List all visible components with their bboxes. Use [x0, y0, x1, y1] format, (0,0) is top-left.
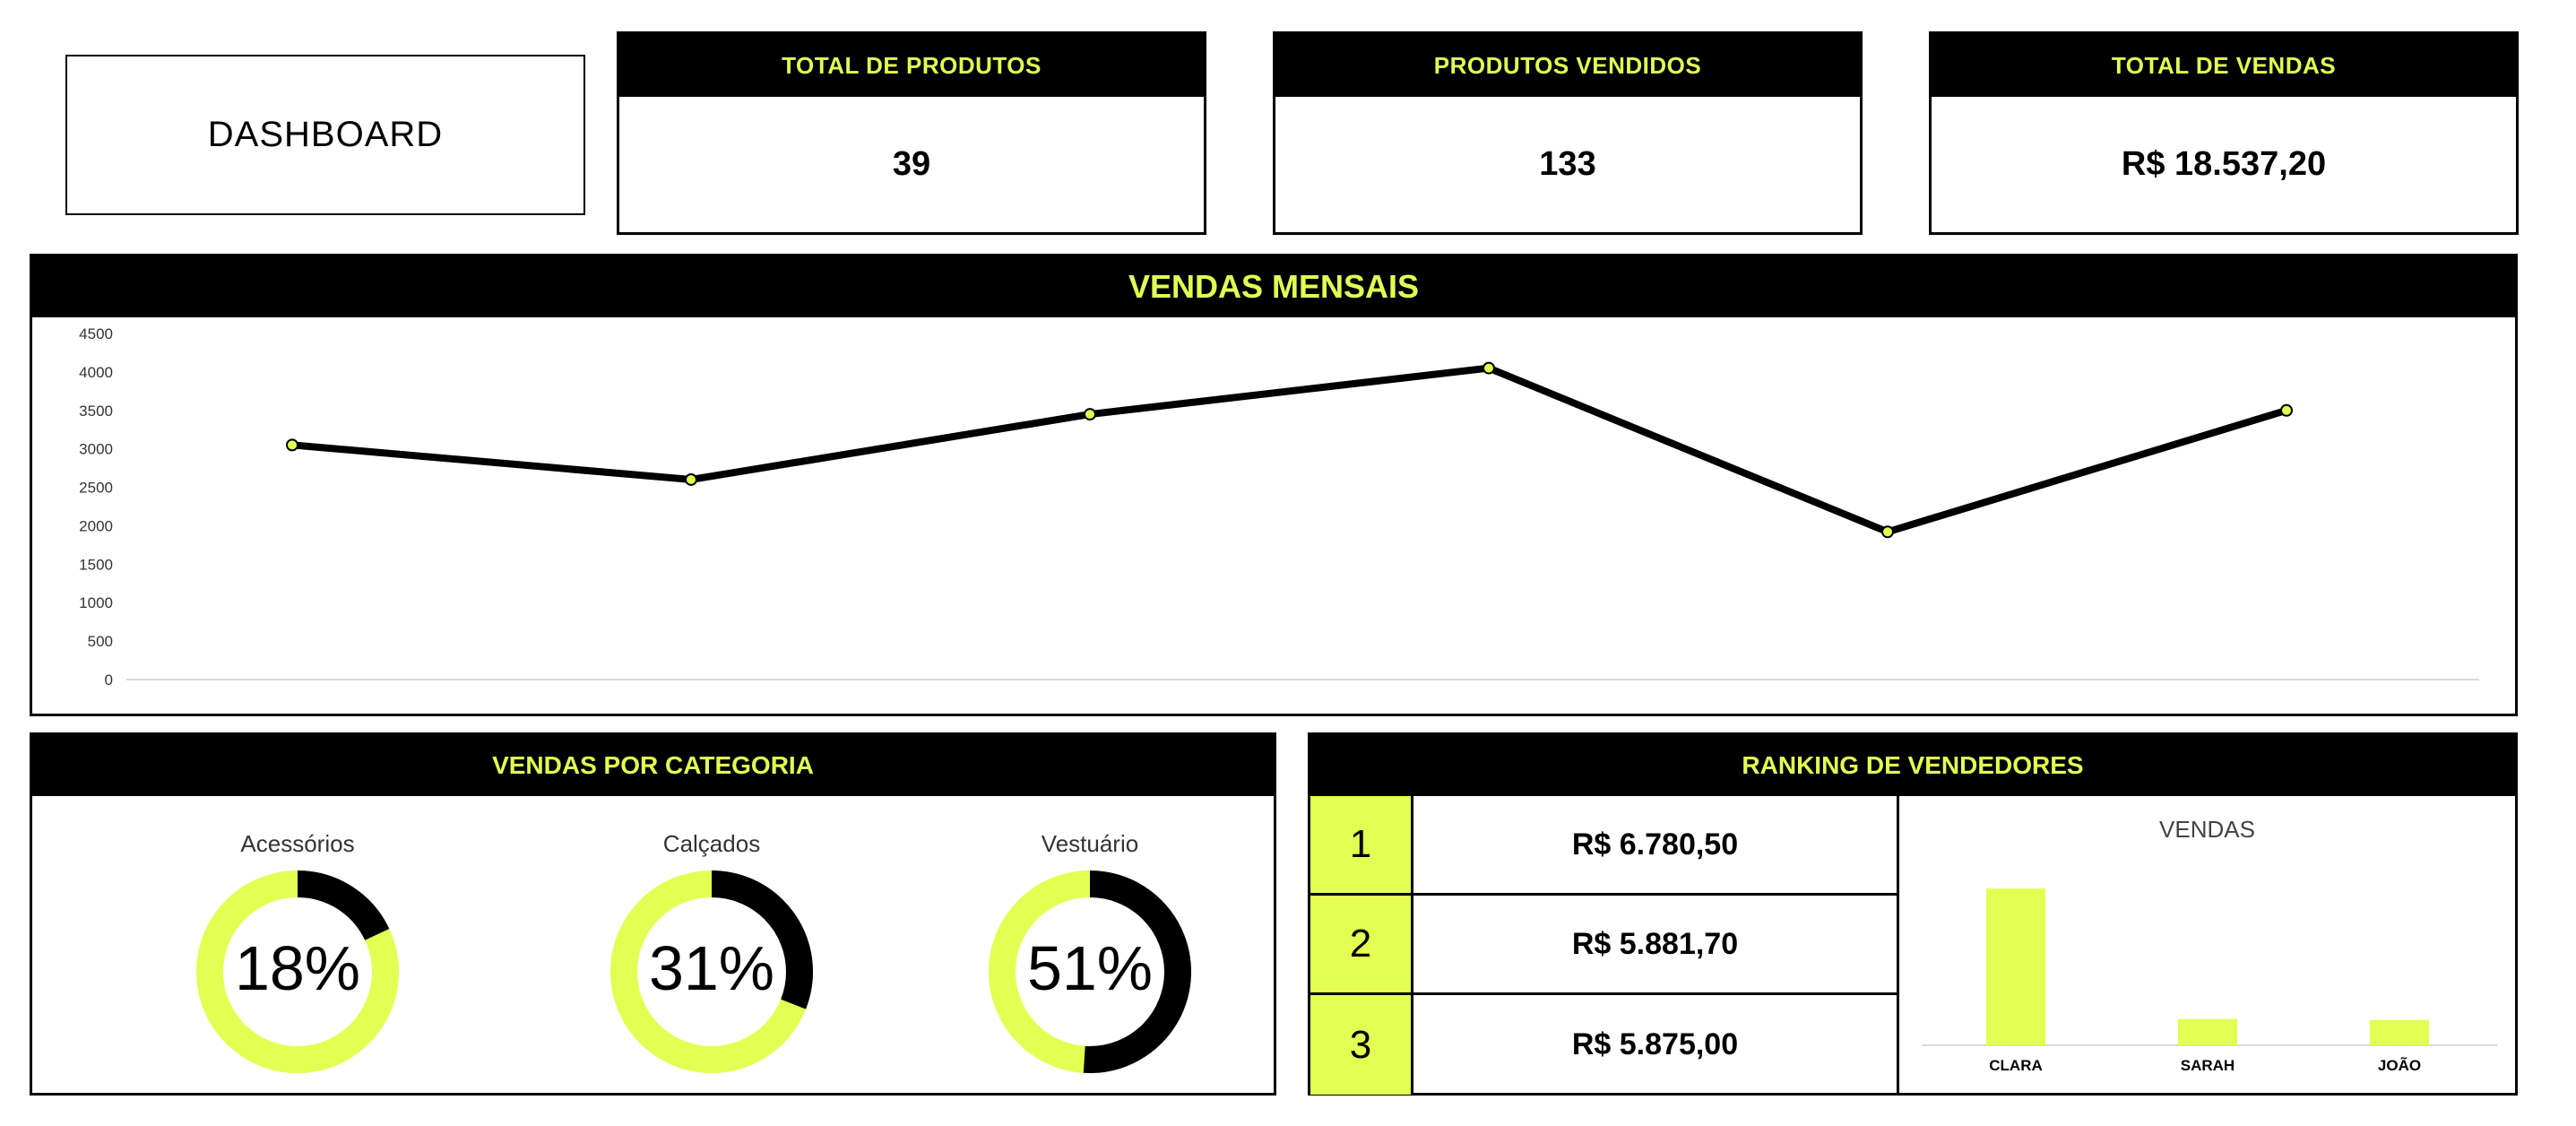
donut-vestuario: Vestuário 51%	[911, 796, 1269, 1092]
ranking-position: 2	[1310, 896, 1413, 992]
donut-calcados: Calçados 31%	[532, 796, 891, 1092]
bar-chart: CLARA SARAH JOÃO	[1922, 888, 2497, 1074]
seller-sales-chart: VENDAS CLARA SARAH JOÃO	[1897, 796, 2515, 1093]
y-tick-label: 3500	[79, 403, 113, 420]
data-point	[1084, 408, 1096, 421]
seller-ranking-title: RANKING DE VENDEDORES	[1310, 735, 2515, 796]
y-tick-label: 2500	[79, 480, 113, 497]
bar	[2178, 1018, 2237, 1045]
data-point	[286, 438, 298, 452]
data-point	[685, 472, 697, 486]
y-tick-label: 1000	[79, 594, 113, 611]
bar-category-label: SARAH	[2181, 1057, 2235, 1074]
bar-category-label: CLARA	[1989, 1057, 2043, 1074]
kpi-label: TOTAL DE PRODUTOS	[619, 34, 1204, 97]
monthly-sales-chart: 0 500 1000 1500 2000 2500 3000 3500 4000 4500	[79, 325, 2479, 689]
bar	[1986, 888, 2045, 1045]
ranking-value: R$ 5.881,70	[1571, 926, 1739, 961]
monthly-sales-panel: VENDAS MENSAIS 0 500 1000 1500 2000 2500 3000 3…	[30, 254, 2518, 716]
kpi-label: PRODUTOS VENDIDOS	[1275, 34, 1860, 97]
kpi-label: TOTAL DE VENDAS	[1932, 34, 2516, 97]
ranking-row-2: 2 R$ 5.881,70	[1310, 896, 1897, 995]
ranking-position: 1	[1310, 796, 1413, 893]
kpi-value: R$ 18.537,20	[2121, 145, 2327, 183]
sales-line	[291, 364, 2288, 536]
ranking-row-1: 1 R$ 6.780,50	[1310, 796, 1897, 896]
ranking-row-3: 3 R$ 5.875,00	[1310, 995, 1897, 1095]
bar-category-label: JOÃO	[2378, 1056, 2421, 1074]
category-sales-title: VENDAS POR CATEGORIA	[32, 735, 1274, 796]
data-point	[1881, 525, 1894, 539]
ranking-position: 3	[1310, 995, 1413, 1095]
donut-acessorios: Acessórios 18%	[118, 796, 477, 1092]
donut-segment	[196, 870, 399, 1073]
kpi-value: 39	[892, 145, 931, 183]
y-tick-label: 0	[105, 671, 113, 689]
donut-label: Calçados	[662, 830, 761, 857]
kpi-value: 133	[1539, 145, 1596, 183]
donut-segment	[989, 870, 1191, 1073]
donut-percent: 51%	[1026, 933, 1154, 1003]
y-tick-label: 4000	[79, 364, 113, 381]
dashboard-title: DASHBOARD	[65, 55, 585, 215]
donut-label: Acessórios	[240, 830, 355, 857]
donut-chart	[196, 870, 399, 1073]
ranking-value: R$ 6.780,50	[1571, 827, 1739, 862]
bar	[2370, 1019, 2429, 1045]
donut-chart	[610, 870, 813, 1073]
seller-ranking-panel: RANKING DE VENDEDORES 1 R$ 6.780,50 2 R$…	[1308, 732, 2518, 1096]
donut-label: Vestuário	[1041, 830, 1139, 857]
donut-percent: 18%	[234, 933, 361, 1003]
y-tick-label: 2000	[79, 517, 113, 534]
kpi-total-produtos: TOTAL DE PRODUTOS 39	[617, 31, 1206, 235]
y-tick-label: 1500	[79, 556, 113, 573]
bar-chart-title: VENDAS	[2159, 816, 2255, 843]
data-point	[2280, 403, 2293, 417]
monthly-sales-title: VENDAS MENSAIS	[32, 256, 2515, 317]
donut-segment	[610, 870, 813, 1073]
kpi-produtos-vendidos: PRODUTOS VENDIDOS 133	[1273, 31, 1863, 235]
donut-percent: 31%	[648, 933, 775, 1003]
ranking-value: R$ 5.875,00	[1571, 1027, 1739, 1061]
category-sales-panel: VENDAS POR CATEGORIA Acessórios 18% Calç…	[30, 732, 1276, 1096]
y-tick-label: 500	[88, 633, 113, 650]
y-tick-label: 3000	[79, 441, 113, 458]
kpi-total-vendas: TOTAL DE VENDAS R$ 18.537,20	[1929, 31, 2519, 235]
data-point	[1482, 361, 1495, 375]
y-tick-label: 4500	[79, 325, 113, 342]
donut-chart	[989, 870, 1191, 1073]
